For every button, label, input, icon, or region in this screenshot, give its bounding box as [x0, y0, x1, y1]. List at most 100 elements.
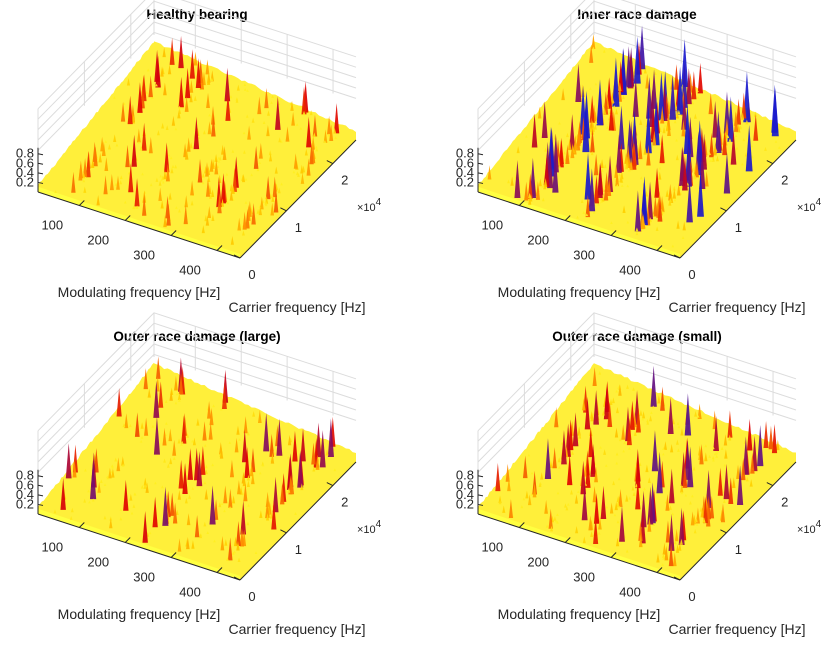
surface-spike [641, 417, 645, 421]
surface-spike [647, 486, 654, 525]
surface-spike [575, 63, 582, 102]
surface-spike [498, 495, 502, 504]
surface-spike [611, 397, 615, 404]
surface-spike [246, 480, 250, 487]
surface-spike [165, 125, 169, 130]
surface-spike [591, 46, 595, 50]
surface-spike [145, 482, 149, 493]
surface-spike [563, 151, 566, 155]
surface-spike [609, 502, 614, 514]
surface-spike [723, 91, 731, 134]
surface-spike [593, 389, 599, 425]
surface-spike [297, 172, 300, 177]
surface-spike [264, 200, 268, 205]
surface-spike [669, 75, 677, 120]
x-tick-label: 400 [619, 263, 641, 278]
surface-spike [610, 221, 613, 224]
surface-spike [135, 205, 139, 209]
surface-spike [103, 175, 108, 195]
surface-spike [608, 100, 615, 131]
surface-spike [589, 95, 595, 123]
surface-spike [139, 440, 143, 443]
z-tick [477, 484, 484, 487]
surface-spike [245, 114, 249, 118]
surface-spike [180, 440, 184, 444]
surface-spike [625, 163, 629, 170]
surface-spike [568, 154, 571, 157]
z-tick [37, 484, 44, 487]
surface-spike [662, 542, 667, 555]
surface-spike [552, 152, 559, 193]
surface-spike [717, 467, 723, 496]
surface-spike [530, 471, 534, 475]
surface-spike [98, 152, 102, 163]
surface-spike [616, 520, 620, 524]
surface-spike [660, 386, 665, 411]
surface-spike [292, 170, 296, 174]
surface-spike [642, 411, 646, 419]
surface-spike [675, 439, 679, 445]
surface-spike [566, 454, 573, 486]
surface-spike [209, 407, 214, 426]
surface-spike [148, 75, 153, 98]
surface-spike [675, 154, 679, 161]
surface-spike [776, 439, 780, 451]
surface-spike [693, 176, 697, 180]
surface-spike [570, 143, 575, 159]
surface-spike [635, 479, 641, 510]
surface-spike [652, 522, 656, 526]
surface-spike [152, 496, 158, 528]
surface-spike [732, 477, 736, 489]
surface-spike [716, 449, 720, 453]
surface-spike [99, 479, 103, 483]
surface-spike [541, 197, 545, 202]
surface-spike [593, 492, 600, 524]
surface-spike [634, 190, 642, 232]
surface-spike [651, 430, 659, 472]
surface-spike [603, 449, 607, 455]
surface-spike [85, 151, 91, 178]
surface-spike [582, 211, 586, 214]
surface-spike [258, 161, 262, 165]
surface-spike [246, 521, 250, 526]
surface-spike [268, 153, 273, 162]
surface-spike [626, 417, 632, 446]
surface-spike [631, 485, 635, 491]
surface-spike [764, 146, 767, 151]
surface-spike [120, 101, 126, 122]
surface-spike [724, 118, 729, 136]
surface-spike [653, 195, 658, 217]
surface-spike [205, 59, 210, 75]
surface-spike [243, 150, 246, 154]
surface-spike [753, 111, 757, 117]
surface-spike [590, 151, 594, 156]
surface-spike [219, 407, 223, 411]
surface-spike [609, 398, 613, 406]
surface-spike [247, 503, 250, 507]
surface-spike [236, 425, 240, 435]
surface-spike [592, 211, 596, 214]
surface-front-edge [38, 186, 240, 258]
surface-spike [532, 470, 537, 495]
surface-spike [520, 505, 524, 509]
surface-spike [254, 551, 258, 554]
surface-spike [527, 494, 532, 506]
surface-spike [148, 531, 152, 535]
surface-spike [241, 429, 248, 463]
surface-spike [257, 409, 262, 424]
surface-spike [162, 427, 167, 446]
surface-spike [191, 486, 195, 490]
surface-spike [174, 127, 178, 131]
surface-spike [704, 452, 708, 462]
surface-spike [561, 88, 565, 101]
surface-spike [708, 454, 712, 458]
surface-spike [181, 106, 185, 109]
surface-spike [181, 415, 187, 444]
surface-spike [237, 480, 241, 495]
surface-spike [237, 557, 241, 562]
surface-spike [199, 533, 203, 539]
x-axis-label: Modulating frequency [Hz] [498, 606, 661, 622]
surface-spike [548, 508, 553, 529]
surface-spike [627, 168, 631, 172]
surface-spike [165, 422, 168, 425]
